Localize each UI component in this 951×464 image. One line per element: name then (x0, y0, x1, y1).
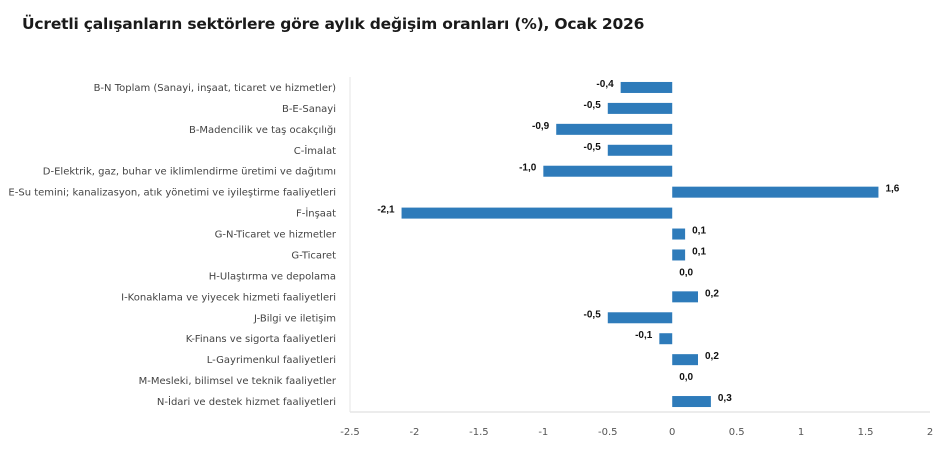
data-label: 1,6 (885, 184, 899, 195)
x-tick-label: -2.5 (340, 427, 360, 438)
data-label: 0,1 (692, 226, 706, 237)
category-label: G-N-Ticaret ve hizmetler (215, 230, 337, 241)
category-labels: B-N Toplam (Sanayi, inşaat, ticaret ve h… (8, 83, 336, 408)
category-label: G-Ticaret (291, 250, 336, 261)
category-label: B-N Toplam (Sanayi, inşaat, ticaret ve h… (94, 83, 337, 94)
bar (672, 186, 879, 198)
data-label: -0,5 (584, 142, 602, 153)
x-tick-label: 0 (669, 427, 675, 438)
category-label: N-İdari ve destek hizmet faaliyetleri (157, 395, 336, 408)
category-label: D-Elektrik, gaz, buhar ve iklimlendirme … (43, 166, 336, 178)
category-label: H-Ulaştırma ve depolama (209, 271, 336, 282)
x-tick-label: -2 (409, 427, 419, 438)
data-label: 0,2 (705, 288, 719, 299)
bar (659, 333, 673, 345)
data-label: 0,2 (705, 351, 719, 362)
category-label: E-Su temini; kanalizasyon, atık yönetimi… (8, 188, 336, 199)
bar (672, 291, 698, 303)
category-label: J-Bilgi ve iletişim (253, 313, 336, 324)
bar (543, 165, 673, 177)
category-label: F-İnşaat (296, 207, 336, 220)
data-label: -0,1 (635, 330, 653, 341)
bar (607, 144, 673, 156)
x-tick-label: 2 (927, 427, 933, 438)
data-label: -0,9 (532, 121, 550, 132)
x-tick-label: 1.5 (858, 427, 874, 438)
data-label: -1,0 (519, 163, 537, 174)
data-label: 0,1 (692, 246, 706, 257)
axes (349, 77, 930, 413)
x-tick-label: 1 (798, 427, 804, 438)
bar (607, 312, 673, 324)
x-tick-labels: -2.5 -2 -1.5 -1 -0.5 0 0.5 1 1.5 2 (340, 427, 933, 438)
data-label: 0,3 (718, 393, 732, 404)
data-label: -2,1 (377, 205, 395, 216)
data-label: -0,5 (584, 309, 602, 320)
bar (607, 102, 673, 114)
data-label: 0,0 (679, 372, 693, 383)
data-label: -0,5 (584, 100, 602, 111)
category-label: L-Gayrimenkul faaliyetleri (207, 355, 336, 366)
bar (556, 123, 673, 135)
data-labels: -0,4 -0,5 -0,9 -0,5 -1,0 1,6 -2,1 0,1 0,1 0,0 0,2 -… (377, 79, 899, 404)
bar (401, 207, 673, 219)
bars (401, 81, 879, 408)
data-label: -0,4 (596, 79, 614, 90)
category-label: B-E-Sanayi (282, 104, 336, 115)
x-tick-label: 0.5 (729, 427, 745, 438)
bar (620, 81, 673, 93)
x-tick-label: -1 (538, 427, 548, 438)
bar (672, 249, 686, 261)
chart-title: Ücretli çalışanların sektörlere göre ayl… (22, 15, 645, 33)
category-label: C-İmalat (294, 144, 336, 157)
x-tick-label: -1.5 (469, 427, 489, 438)
category-label: B-Madencilik ve taş ocakçılığı (189, 124, 336, 136)
category-label: K-Finans ve sigorta faaliyetleri (186, 334, 336, 345)
bar (672, 228, 686, 240)
bar (672, 354, 698, 366)
bar (672, 396, 711, 408)
data-label: 0,0 (679, 267, 693, 278)
x-tick-label: -0.5 (598, 427, 618, 438)
category-label: M-Mesleki, bilimsel ve teknik faaliyetle… (139, 376, 337, 387)
category-label: I-Konaklama ve yiyecek hizmeti faaliyetl… (121, 292, 336, 303)
